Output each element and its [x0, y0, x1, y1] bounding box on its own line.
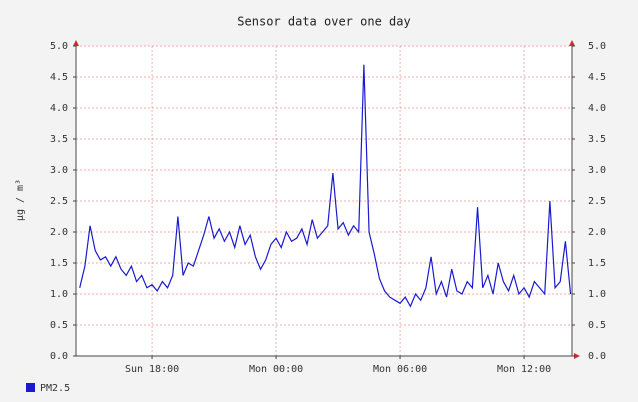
y-tick-label: 3.5 [50, 134, 68, 145]
arrow [569, 40, 575, 46]
y-tick-label: 1.5 [50, 258, 68, 269]
x-tick-label: Mon 12:00 [497, 364, 551, 375]
y-tick-label: 3.0 [50, 165, 68, 176]
y2-tick-label: 0.0 [588, 351, 606, 362]
y-tick-label: 1.0 [50, 289, 68, 300]
y2-tick-label: 2.5 [588, 196, 606, 207]
y-tick-label: 5.0 [50, 41, 68, 52]
marks [79, 64, 572, 308]
y2-tick-label: 2.0 [588, 227, 606, 238]
y-tick-label: 2.5 [50, 196, 68, 207]
arrow [73, 40, 79, 46]
arrow [574, 353, 580, 359]
y2-tick-label: 1.5 [588, 258, 606, 269]
legend: PM2.5 [26, 383, 70, 394]
y-tick-label: 4.0 [50, 103, 68, 114]
y2-tick-label: 5.0 [588, 41, 606, 52]
y2-tick-label: 4.0 [588, 103, 606, 114]
x-tick-label: Mon 06:00 [373, 364, 427, 375]
y-tick-label: 2.0 [50, 227, 68, 238]
y2-tick-label: 3.0 [588, 165, 606, 176]
x-tick-label: Mon 00:00 [249, 364, 303, 375]
legend-label: PM2.5 [40, 383, 70, 394]
y-axis-label: µg / m³ [15, 179, 26, 221]
y-tick-label: 4.5 [50, 72, 68, 83]
y-tick-label: 0.5 [50, 320, 68, 331]
x-tick-label: Sun 18:00 [125, 364, 179, 375]
chart-title: Sensor data over one day [237, 15, 410, 29]
y2-tick-label: 1.0 [588, 289, 606, 300]
y2-tick-label: 4.5 [588, 72, 606, 83]
labels: 0.0 0.5 1.0 1.5 2.0 2.5 3.0 3.5 4.0 4.5 5.0 0.0 0.5 1… [50, 41, 606, 375]
y2-tick-label: 3.5 [588, 134, 606, 145]
y2-tick-label: 0.5 [588, 320, 606, 331]
line [79, 64, 572, 308]
legend-swatch [26, 383, 35, 392]
y-tick-label: 0.0 [50, 351, 68, 362]
